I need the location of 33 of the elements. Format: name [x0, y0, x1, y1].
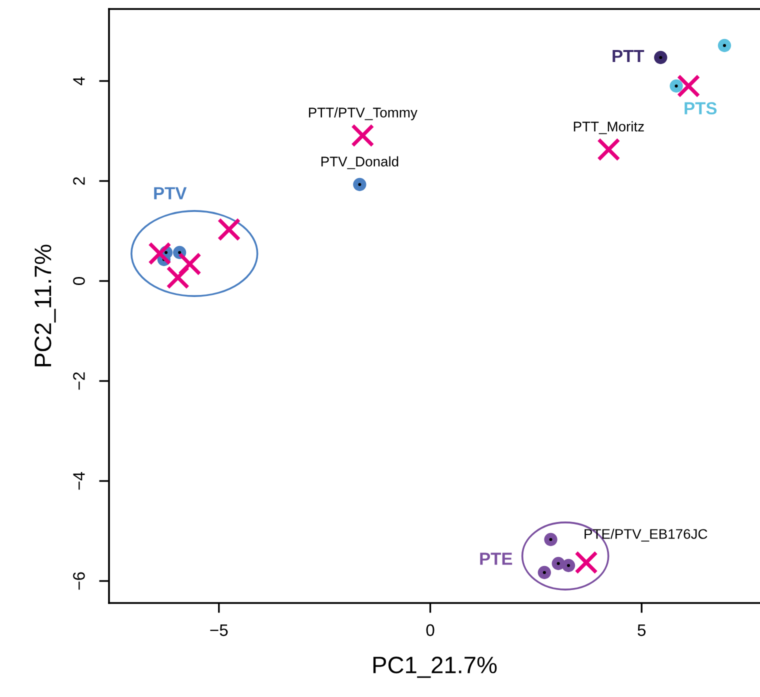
- x-tick-label: 0: [426, 624, 434, 636]
- y-tick-label: 0: [73, 277, 85, 285]
- point: [562, 558, 576, 572]
- point: [148, 242, 172, 266]
- point: [217, 218, 241, 242]
- y-tick-label: −4: [73, 472, 85, 490]
- y-tick-label: 2: [73, 177, 85, 185]
- data-label: PTT/PTV_Tommy: [308, 107, 418, 120]
- text: PTV: [154, 187, 187, 200]
- y-tick-label: −6: [73, 572, 85, 590]
- x-tick-label: 5: [638, 624, 646, 636]
- series-label: PTT: [612, 50, 644, 62]
- data-label: PTT_Moritz: [574, 121, 644, 134]
- point: [574, 550, 598, 574]
- point: [353, 178, 366, 192]
- series-label: PTS: [684, 102, 717, 114]
- point: [544, 532, 558, 546]
- point: [670, 79, 683, 93]
- x-tick-label: −5: [210, 624, 228, 636]
- point: [538, 566, 551, 580]
- point: [166, 266, 190, 290]
- point: [718, 38, 732, 52]
- point: [597, 138, 620, 162]
- point: [351, 124, 374, 148]
- x-axis-title: PC1_21.7%: [373, 656, 497, 678]
- point: [654, 50, 668, 64]
- y-tick-label: −2: [73, 372, 85, 390]
- series-label: PTE: [480, 552, 512, 565]
- data-label: PTV_Donald: [321, 156, 398, 170]
- y-axis-title: PC2_11.7%: [34, 244, 56, 366]
- y-tick-label: 4: [73, 76, 85, 86]
- point: [178, 252, 202, 276]
- point: [676, 74, 700, 98]
